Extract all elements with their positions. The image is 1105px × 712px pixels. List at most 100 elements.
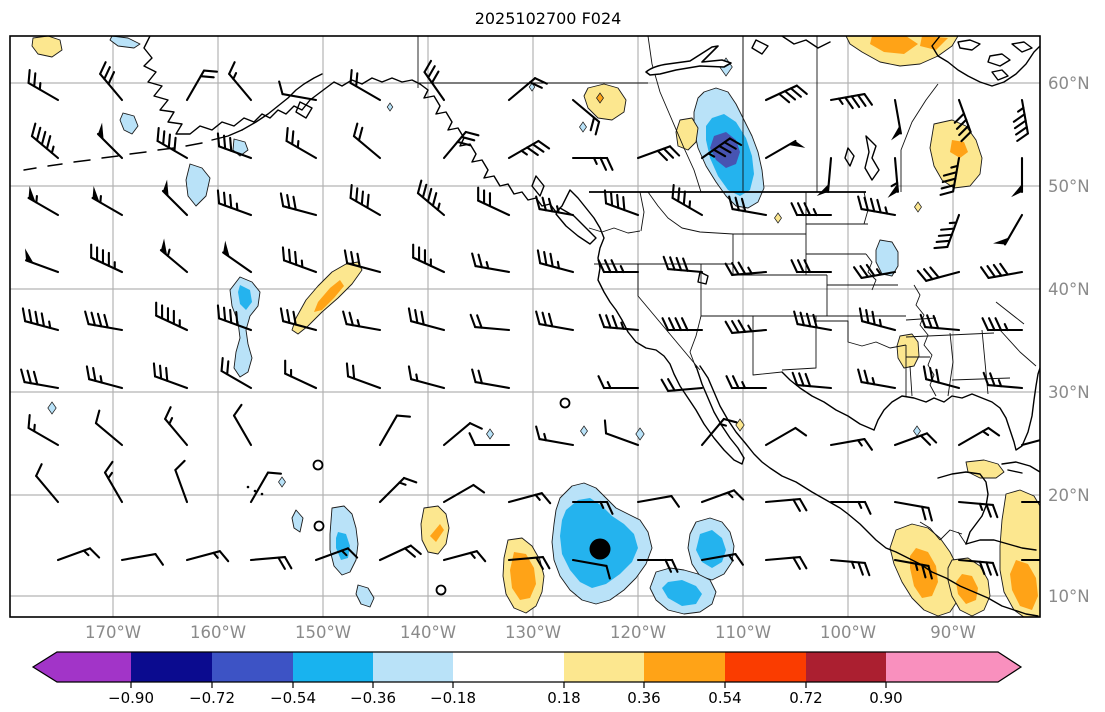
wind-barb (30, 122, 60, 160)
colorbar-outline (31, 651, 1023, 683)
border-path (588, 227, 641, 234)
wind-barb (378, 544, 422, 562)
wind-barb (853, 263, 897, 279)
border-path (637, 264, 701, 371)
wind-barb (161, 179, 189, 217)
wind-barb (571, 500, 614, 515)
lat-tick-label: 60°N (1048, 74, 1090, 93)
anomaly-region (870, 36, 918, 54)
anomaly-region (510, 552, 536, 600)
anomaly-region (430, 524, 444, 542)
wind-barb (232, 403, 253, 447)
wind-barb (1020, 558, 1040, 562)
colorbar-segment (725, 652, 806, 682)
coastline-path (864, 135, 880, 181)
wind-barb (507, 555, 551, 570)
wind-barb (471, 368, 511, 390)
wind-barb (933, 213, 961, 250)
wind-barb (216, 304, 253, 332)
coastline-path (987, 53, 1011, 67)
wind-barb (96, 122, 124, 160)
anomaly-speck (774, 212, 782, 224)
lon-tick-label: 90°W (930, 623, 976, 642)
wind-barb (84, 310, 124, 332)
colorbar-tick-label: −0.72 (189, 689, 235, 707)
wind-barb (893, 500, 933, 522)
wind-barb (982, 371, 1024, 390)
anomaly-speck (579, 121, 587, 133)
calm-wind-circle (435, 584, 447, 596)
wind-barb (725, 375, 768, 390)
coastline-path (143, 36, 421, 135)
wind-barb (442, 483, 486, 504)
colorbar-segment (806, 652, 886, 682)
colorbar-tick-label: 0.90 (869, 689, 902, 707)
lat-tick-label: 40°N (1048, 280, 1090, 299)
anomaly-region (336, 532, 350, 560)
wind-barb (953, 98, 972, 143)
lat-lon-gridlines (10, 36, 1040, 617)
wind-barb (764, 555, 808, 570)
wind-barb (156, 126, 189, 160)
anomaly-region (185, 163, 211, 207)
wind-barb (222, 240, 253, 274)
anomaly-region (896, 333, 920, 369)
anomaly-region (119, 112, 139, 135)
border-path (732, 233, 806, 276)
wind-barb (535, 310, 575, 332)
anomaly-speck (386, 102, 394, 112)
wind-barb (507, 77, 548, 102)
coastline-path (937, 471, 989, 545)
coastline-path (751, 39, 769, 55)
colorbar-segment (453, 652, 564, 682)
anomaly-region (950, 140, 968, 158)
anomaly-speck (913, 425, 921, 437)
coastline-path (957, 39, 981, 51)
wind-barb (829, 558, 871, 577)
wind-barb (90, 243, 124, 274)
anomaly-region (291, 509, 304, 533)
wind-barb (442, 130, 480, 160)
wind-barb (407, 307, 446, 332)
coastline-path (23, 129, 243, 171)
lon-tick-label: 130°W (505, 623, 561, 642)
wind-barb (352, 122, 382, 160)
wind-barb (857, 368, 897, 390)
wind-barb (1020, 500, 1040, 504)
colorbar-under-arrow (33, 652, 131, 682)
wind-barb (793, 310, 833, 332)
wind-barb (314, 547, 359, 562)
wind-barb (279, 307, 318, 332)
wind-barb (91, 186, 124, 217)
wind-barb (790, 259, 833, 274)
border-path (909, 301, 1037, 397)
wind-barb (636, 495, 680, 508)
lon-tick-label: 160°W (190, 623, 246, 642)
wind-barb (378, 414, 412, 447)
wind-barb (939, 156, 961, 196)
wind-barb (471, 252, 511, 274)
anomaly-speck (914, 201, 922, 213)
wind-barb (893, 558, 933, 580)
lon-tick-label: 100°W (820, 623, 876, 642)
map-markers (246, 45, 732, 596)
colorbar-tick-label: 0.18 (547, 689, 580, 707)
wind-barb (916, 266, 961, 282)
wind-barb (469, 313, 511, 332)
map-frame (9, 35, 1041, 618)
wind-barb (416, 179, 446, 217)
colorbar-segment (644, 652, 725, 682)
coastline-path (1001, 461, 1040, 474)
wind-barb (764, 426, 808, 447)
wind-barb (957, 500, 999, 519)
wind-barb (919, 313, 961, 332)
wind-barb (94, 409, 124, 447)
anomaly-region (965, 459, 1005, 479)
wind-barb (597, 259, 640, 274)
coastline-path (295, 101, 313, 119)
colorbar-segment (373, 652, 453, 682)
wind-barb (99, 61, 124, 102)
lon-tick-label: 150°W (295, 623, 351, 642)
wind-barb (700, 553, 744, 566)
wind-barb (535, 425, 575, 447)
